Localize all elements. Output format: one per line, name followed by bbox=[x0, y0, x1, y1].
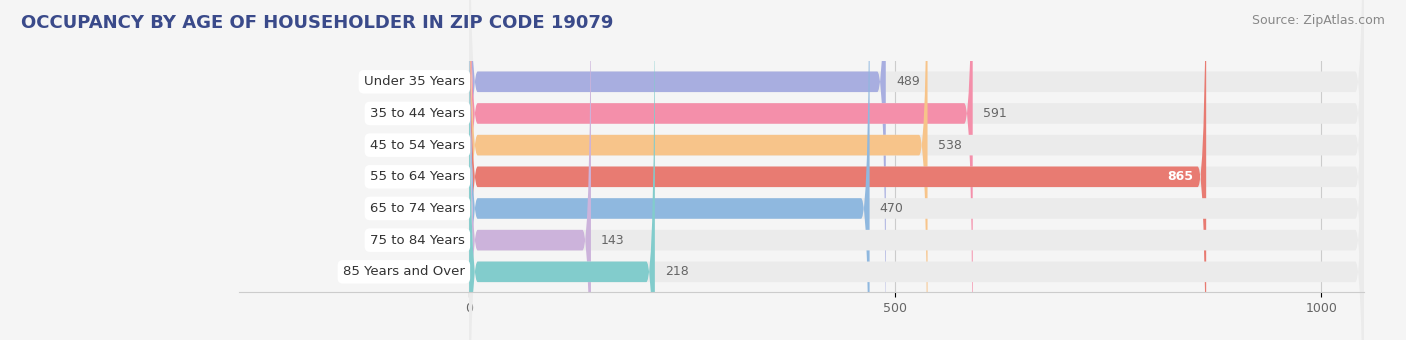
Text: 865: 865 bbox=[1167, 170, 1194, 183]
Text: 75 to 84 Years: 75 to 84 Years bbox=[370, 234, 465, 246]
FancyBboxPatch shape bbox=[470, 0, 973, 340]
Text: Under 35 Years: Under 35 Years bbox=[364, 75, 465, 88]
FancyBboxPatch shape bbox=[470, 0, 1364, 340]
Text: 55 to 64 Years: 55 to 64 Years bbox=[370, 170, 465, 183]
FancyBboxPatch shape bbox=[470, 0, 869, 340]
FancyBboxPatch shape bbox=[470, 0, 886, 340]
Text: 143: 143 bbox=[602, 234, 624, 246]
Text: 489: 489 bbox=[896, 75, 920, 88]
Text: OCCUPANCY BY AGE OF HOUSEHOLDER IN ZIP CODE 19079: OCCUPANCY BY AGE OF HOUSEHOLDER IN ZIP C… bbox=[21, 14, 613, 32]
Text: Source: ZipAtlas.com: Source: ZipAtlas.com bbox=[1251, 14, 1385, 27]
FancyBboxPatch shape bbox=[470, 0, 1364, 340]
FancyBboxPatch shape bbox=[470, 0, 1206, 340]
Text: 35 to 44 Years: 35 to 44 Years bbox=[370, 107, 465, 120]
Text: 538: 538 bbox=[938, 139, 962, 152]
FancyBboxPatch shape bbox=[470, 0, 1364, 340]
Text: 65 to 74 Years: 65 to 74 Years bbox=[370, 202, 465, 215]
Text: 45 to 54 Years: 45 to 54 Years bbox=[370, 139, 465, 152]
FancyBboxPatch shape bbox=[470, 0, 655, 340]
FancyBboxPatch shape bbox=[470, 0, 1364, 340]
FancyBboxPatch shape bbox=[470, 0, 928, 340]
Text: 470: 470 bbox=[880, 202, 904, 215]
FancyBboxPatch shape bbox=[470, 0, 1364, 340]
FancyBboxPatch shape bbox=[470, 0, 1364, 340]
Text: 85 Years and Over: 85 Years and Over bbox=[343, 265, 465, 278]
FancyBboxPatch shape bbox=[470, 0, 591, 340]
Text: 218: 218 bbox=[665, 265, 689, 278]
Text: 591: 591 bbox=[983, 107, 1007, 120]
FancyBboxPatch shape bbox=[470, 0, 1364, 340]
